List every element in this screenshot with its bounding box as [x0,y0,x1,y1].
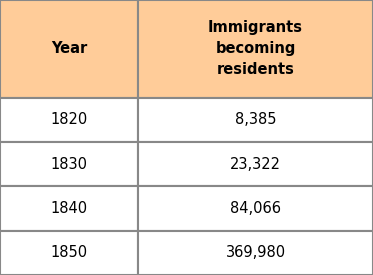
Text: 1830: 1830 [50,157,88,172]
Bar [138,98,373,142]
Text: 1850: 1850 [50,245,88,260]
Text: Immigrants
becoming
residents: Immigrants becoming residents [208,20,303,77]
Text: Year: Year [51,41,87,56]
Bar [0,98,138,142]
Text: 369,980: 369,980 [225,245,286,260]
Text: 8,385: 8,385 [235,112,276,127]
Bar [138,142,373,186]
Bar [138,0,373,98]
Bar [0,231,138,275]
Bar [0,186,138,231]
Bar [0,142,138,186]
Text: 23,322: 23,322 [230,157,281,172]
Bar [0,0,138,98]
Text: 1840: 1840 [50,201,88,216]
Bar [138,186,373,231]
Text: 1820: 1820 [50,112,88,127]
Text: 84,066: 84,066 [230,201,281,216]
Bar [138,231,373,275]
